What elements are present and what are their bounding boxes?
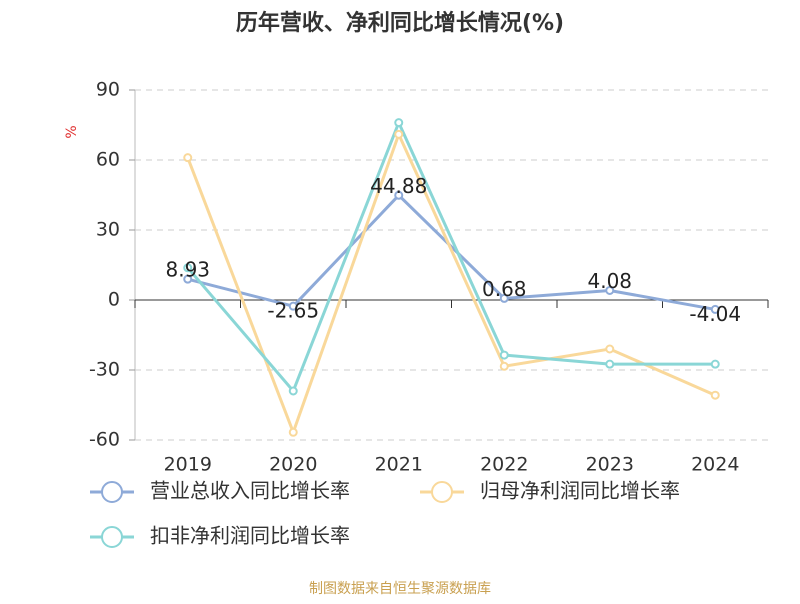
y-tick-label: -60	[89, 429, 120, 451]
legend-label: 营业总收入同比增长率	[150, 479, 350, 503]
y-tick-label: 60	[96, 149, 120, 171]
point	[394, 190, 404, 200]
series-line	[186, 118, 716, 394]
point	[710, 304, 720, 314]
x-tick-label: 2019	[164, 454, 212, 476]
data-label: 4.08	[587, 269, 632, 293]
legend-label: 归母净利润同比增长率	[480, 479, 680, 503]
data-label: 0.68	[482, 277, 527, 301]
y-tick-label: 90	[96, 79, 120, 101]
y-tick-label: 0	[108, 289, 120, 311]
x-tick-label: 2023	[586, 454, 634, 476]
point	[499, 350, 509, 360]
point	[183, 263, 193, 273]
y-axis-label: %	[64, 125, 80, 138]
point	[605, 359, 615, 369]
data-label: -2.65	[267, 299, 319, 323]
y-tick-label: 30	[96, 219, 120, 241]
point	[288, 427, 298, 437]
point	[605, 285, 615, 295]
series-line	[186, 130, 716, 437]
data-label: 44.88	[370, 174, 427, 198]
source-note: 制图数据来自恒生聚源数据库	[309, 581, 491, 597]
point	[394, 118, 404, 128]
legend-marker	[431, 481, 453, 503]
x-tick-label: 2022	[480, 454, 528, 476]
x-tick-label: 2020	[269, 454, 317, 476]
point	[394, 129, 404, 139]
point	[499, 361, 509, 371]
legend-marker	[101, 526, 123, 548]
point	[710, 390, 720, 400]
point	[605, 344, 615, 354]
point	[288, 301, 298, 311]
point	[183, 274, 193, 284]
data-label: -4.04	[689, 302, 741, 326]
legend-label: 扣非净利润同比增长率	[150, 524, 350, 548]
point	[288, 386, 298, 396]
legend-marker	[101, 481, 123, 503]
x-tick-label: 2024	[691, 454, 739, 476]
point	[183, 153, 193, 163]
point	[499, 293, 509, 303]
y-tick-label: -30	[89, 359, 120, 381]
data-label: 8.93	[165, 258, 210, 282]
chart-title: 历年营收、净利同比增长情况(%)	[236, 10, 564, 36]
point	[710, 359, 720, 369]
x-tick-label: 2021	[375, 454, 423, 476]
